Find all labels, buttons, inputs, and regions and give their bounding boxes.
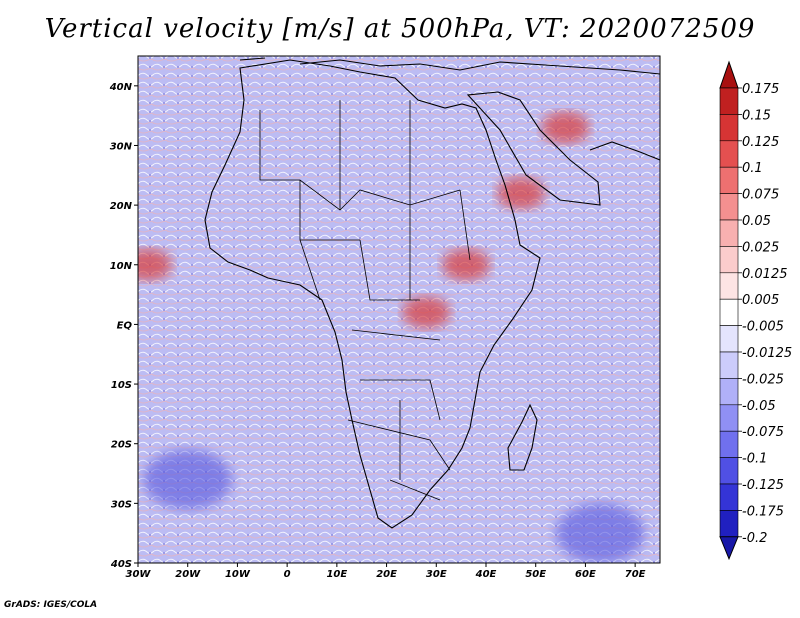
coastlines — [204, 57, 660, 529]
x-tick-label: 20W — [175, 569, 201, 580]
upward-motion-ethiopian-highlands — [442, 248, 491, 281]
colorbar-segment — [719, 193, 739, 221]
colorbar-segment — [719, 140, 739, 168]
colorbar-segment — [719, 114, 739, 142]
x-tick-label: 70E — [625, 569, 646, 580]
x-tick-label: 20E — [376, 569, 397, 580]
plot-frame — [137, 55, 661, 564]
colorbar-label: -0.1 — [742, 452, 767, 467]
colorbar-top-arrow — [719, 60, 739, 89]
y-tick-label: 40S — [110, 559, 132, 570]
colorbar-label: -0.175 — [742, 504, 784, 519]
colorbar-segment — [719, 298, 739, 326]
grads-credit: GrADS: IGES/COLA — [4, 600, 98, 610]
plot-area — [138, 56, 660, 563]
colorbar-segment — [719, 510, 739, 538]
colorbar-label: -0.125 — [742, 478, 784, 493]
colorbar-label: 0.005 — [742, 293, 779, 308]
colorbar-label: 0.075 — [742, 188, 779, 203]
y-tick-label: 10N — [110, 261, 133, 272]
border-sahara — [259, 100, 471, 301]
colorbar-label: -0.025 — [742, 372, 784, 387]
border-south — [347, 329, 451, 501]
x-axis: 30W 20W 10W 0 10E 20E 30E 40E 50E 60E 70E — [126, 563, 646, 580]
colorbar-label: 0.05 — [742, 214, 771, 229]
colorbar-segment — [719, 87, 739, 115]
colorbar-segment — [719, 457, 739, 485]
colorbar-segment — [719, 378, 739, 406]
y-axis: 40N 30N 20N 10N EQ 10S 20S 30S 40S — [109, 82, 138, 570]
upward-motion-central-africa — [402, 296, 451, 329]
madagascar-coastline — [507, 403, 538, 471]
subsidence-south-atlantic — [143, 449, 232, 510]
colorbar-label: 0.025 — [742, 240, 779, 255]
iran-coastline — [589, 141, 660, 161]
colorbar-segment — [719, 219, 739, 247]
colorbar-segment — [719, 404, 739, 432]
colorbar-label: -0.2 — [742, 531, 767, 546]
y-tick-label: 10S — [111, 380, 132, 391]
x-tick-label: 30E — [426, 569, 447, 580]
colorbar-label: 0.0125 — [742, 267, 788, 282]
colorbar-label: 0.1 — [742, 161, 763, 176]
x-tick-label: 40E — [475, 569, 497, 580]
chart-title: Vertical velocity [m/s] at 500hPa, VT: 2… — [44, 14, 756, 44]
upward-motion-arabia — [496, 177, 545, 210]
colorbar-label: -0.005 — [742, 320, 784, 335]
x-tick-label: 60E — [575, 569, 596, 580]
x-tick-label: 50E — [525, 569, 546, 580]
colorbar-label: -0.0125 — [742, 346, 792, 361]
colorbar-segment — [719, 166, 739, 194]
x-tick-label: 10W — [225, 569, 251, 580]
colorbar-segment — [719, 483, 739, 511]
colorbar-segment — [719, 325, 739, 353]
colorbar-segment — [719, 430, 739, 458]
subsidence-south-indian-ocean — [556, 503, 645, 563]
x-tick-label: 30W — [126, 569, 152, 580]
africa-coastline — [204, 59, 541, 529]
upward-motion-iran — [541, 111, 590, 144]
y-tick-label: 20S — [111, 440, 132, 451]
colorbar-label: 0.15 — [742, 108, 771, 123]
colorbar-label: -0.05 — [742, 399, 776, 414]
x-tick-label: 10E — [326, 569, 347, 580]
colorbar-label: 0.125 — [742, 135, 779, 150]
colorbar-bottom-arrow — [719, 536, 739, 561]
arabia-coastline — [466, 91, 601, 206]
colorbar-label: 0.175 — [742, 82, 779, 97]
y-tick-label: 40N — [109, 82, 133, 93]
colorbar-label: -0.075 — [742, 425, 784, 440]
upward-motion-west-african-monsoon — [138, 248, 172, 281]
colorbar-segment — [719, 246, 739, 274]
y-tick-label: EQ — [117, 320, 133, 331]
y-tick-label: 30S — [111, 499, 132, 510]
y-tick-label: 30N — [110, 141, 133, 152]
colorbar-segment — [719, 351, 739, 379]
mediterranean-north-shore — [239, 57, 660, 75]
colorbar: 0.175 0.15 0.125 0.1 0.075 0.05 0.025 0.0125 0.0… — [719, 60, 792, 561]
y-tick-label: 20N — [110, 201, 133, 212]
x-tick-label: 0 — [284, 569, 291, 580]
country-borders — [259, 100, 471, 501]
colorbar-segment — [719, 272, 739, 300]
field-features — [138, 111, 645, 563]
